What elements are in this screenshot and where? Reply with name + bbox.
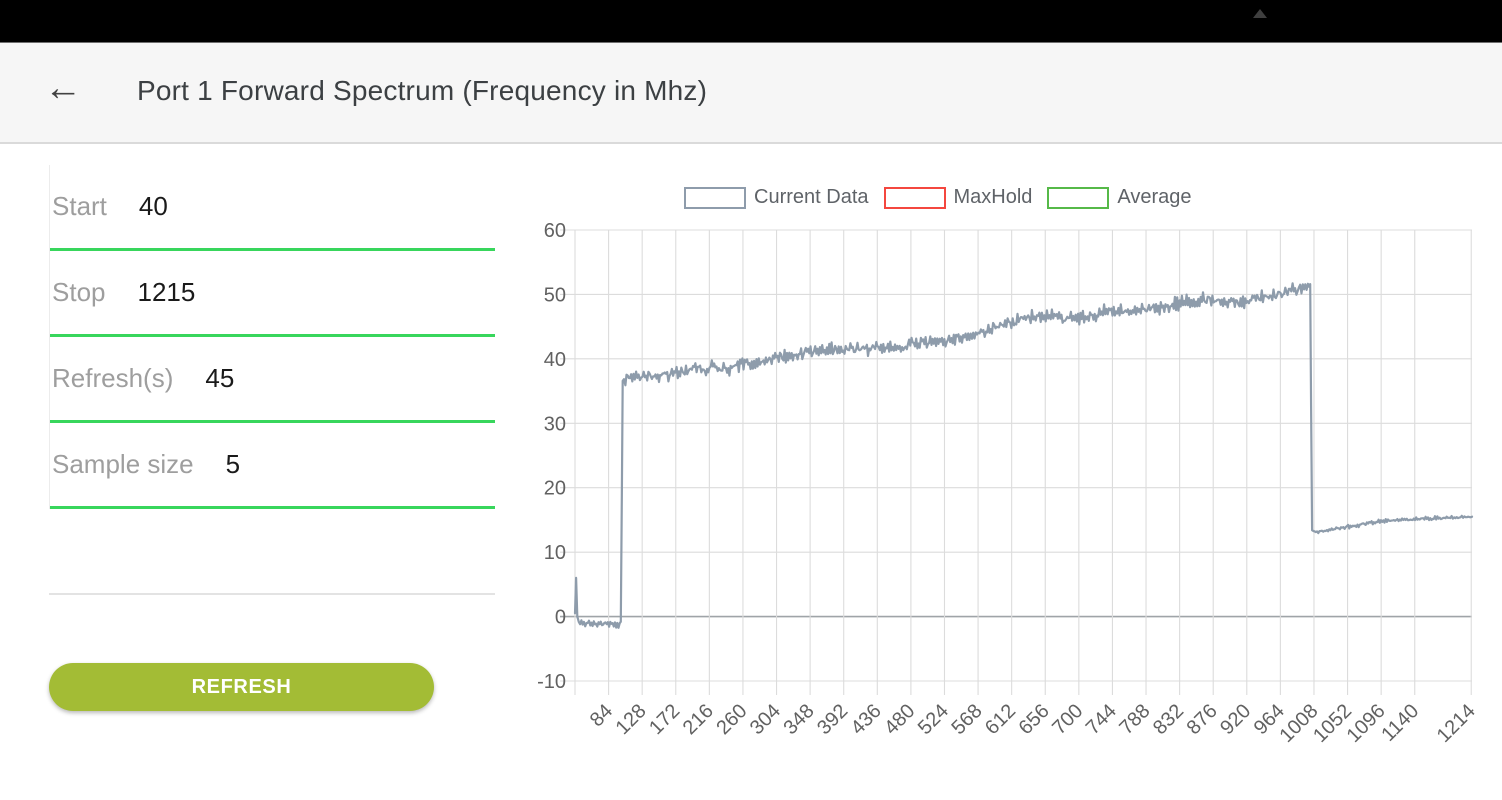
svg-text:84: 84 <box>586 700 617 731</box>
svg-text:30: 30 <box>544 413 566 435</box>
legend-item-current-data: Current Data <box>684 186 869 209</box>
stop-value[interactable]: 1215 <box>137 277 196 307</box>
current-data-swatch <box>684 186 746 209</box>
svg-text:568: 568 <box>947 700 986 739</box>
back-arrow-icon[interactable]: ← <box>44 67 82 109</box>
svg-text:700: 700 <box>1048 700 1087 739</box>
start-field[interactable]: Start 40 <box>50 165 495 251</box>
svg-text:832: 832 <box>1149 700 1188 739</box>
refresh-seconds-field[interactable]: Refresh(s) 45 <box>50 337 495 423</box>
caret-up-icon <box>1253 9 1267 18</box>
svg-text:50: 50 <box>544 284 566 306</box>
stop-label: Stop <box>52 277 106 307</box>
svg-text:20: 20 <box>544 478 566 500</box>
sample-size-value[interactable]: 5 <box>225 449 241 479</box>
maxhold-swatch <box>883 186 946 209</box>
svg-text:304: 304 <box>746 700 785 739</box>
sample-size-label: Sample size <box>52 449 194 479</box>
svg-text:744: 744 <box>1082 700 1121 739</box>
page-title: Port 1 Forward Spectrum (Frequency in Mh… <box>137 75 708 106</box>
svg-text:1008: 1008 <box>1275 700 1322 747</box>
svg-text:480: 480 <box>880 700 919 739</box>
svg-text:612: 612 <box>981 700 1020 739</box>
svg-text:216: 216 <box>679 700 718 739</box>
average-label: Average <box>1117 186 1192 208</box>
status-bar <box>0 0 1502 42</box>
refresh-seconds-label: Refresh(s) <box>52 363 174 393</box>
average-swatch <box>1047 186 1110 209</box>
svg-text:128: 128 <box>612 700 651 739</box>
sample-size-field[interactable]: Sample size 5 <box>50 423 495 509</box>
legend-item-average: Average <box>1047 186 1192 209</box>
svg-text:920: 920 <box>1216 700 1255 739</box>
app-header: ← Port 1 Forward Spectrum (Frequency in … <box>0 42 1502 144</box>
chart-legend: Current Data MaxHold Average <box>684 186 1192 209</box>
svg-text:348: 348 <box>780 700 819 739</box>
legend-item-maxhold: MaxHold <box>883 186 1033 209</box>
svg-text:60: 60 <box>544 220 566 242</box>
svg-text:260: 260 <box>712 700 751 739</box>
refresh-seconds-value[interactable]: 45 <box>205 363 235 393</box>
svg-text:-10: -10 <box>537 671 566 693</box>
svg-text:10: 10 <box>544 542 566 564</box>
svg-text:788: 788 <box>1115 700 1154 739</box>
svg-text:1140: 1140 <box>1377 700 1423 746</box>
stop-field[interactable]: Stop 1215 <box>50 251 495 337</box>
spectrum-chart[interactable]: 6050403020100-10841281722162603043483924… <box>530 180 1502 780</box>
svg-text:656: 656 <box>1015 700 1054 739</box>
current-data-label: Current Data <box>754 186 869 208</box>
settings-fields: Start 40 Stop 1215 Refresh(s) 45 Sample … <box>49 165 495 509</box>
settings-panel: Start 40 Stop 1215 Refresh(s) 45 Sample … <box>49 165 495 595</box>
maxhold-label: MaxHold <box>953 186 1033 208</box>
svg-text:172: 172 <box>645 700 684 739</box>
panel-divider <box>49 509 495 595</box>
start-value[interactable]: 40 <box>138 191 168 221</box>
svg-text:1096: 1096 <box>1343 700 1390 747</box>
svg-text:876: 876 <box>1183 700 1222 739</box>
svg-text:1052: 1052 <box>1309 700 1356 747</box>
svg-text:40: 40 <box>544 349 566 371</box>
svg-text:1214: 1214 <box>1433 700 1480 747</box>
refresh-button[interactable]: REFRESH <box>49 663 434 711</box>
svg-text:0: 0 <box>555 607 566 629</box>
svg-text:392: 392 <box>813 700 852 739</box>
start-label: Start <box>52 191 107 221</box>
chart-area: 60 50 40 30 20 10 0 -10 84 128 172 216 260 304 348 392 4… <box>530 180 1502 780</box>
svg-text:436: 436 <box>847 700 886 739</box>
svg-text:524: 524 <box>914 700 953 739</box>
